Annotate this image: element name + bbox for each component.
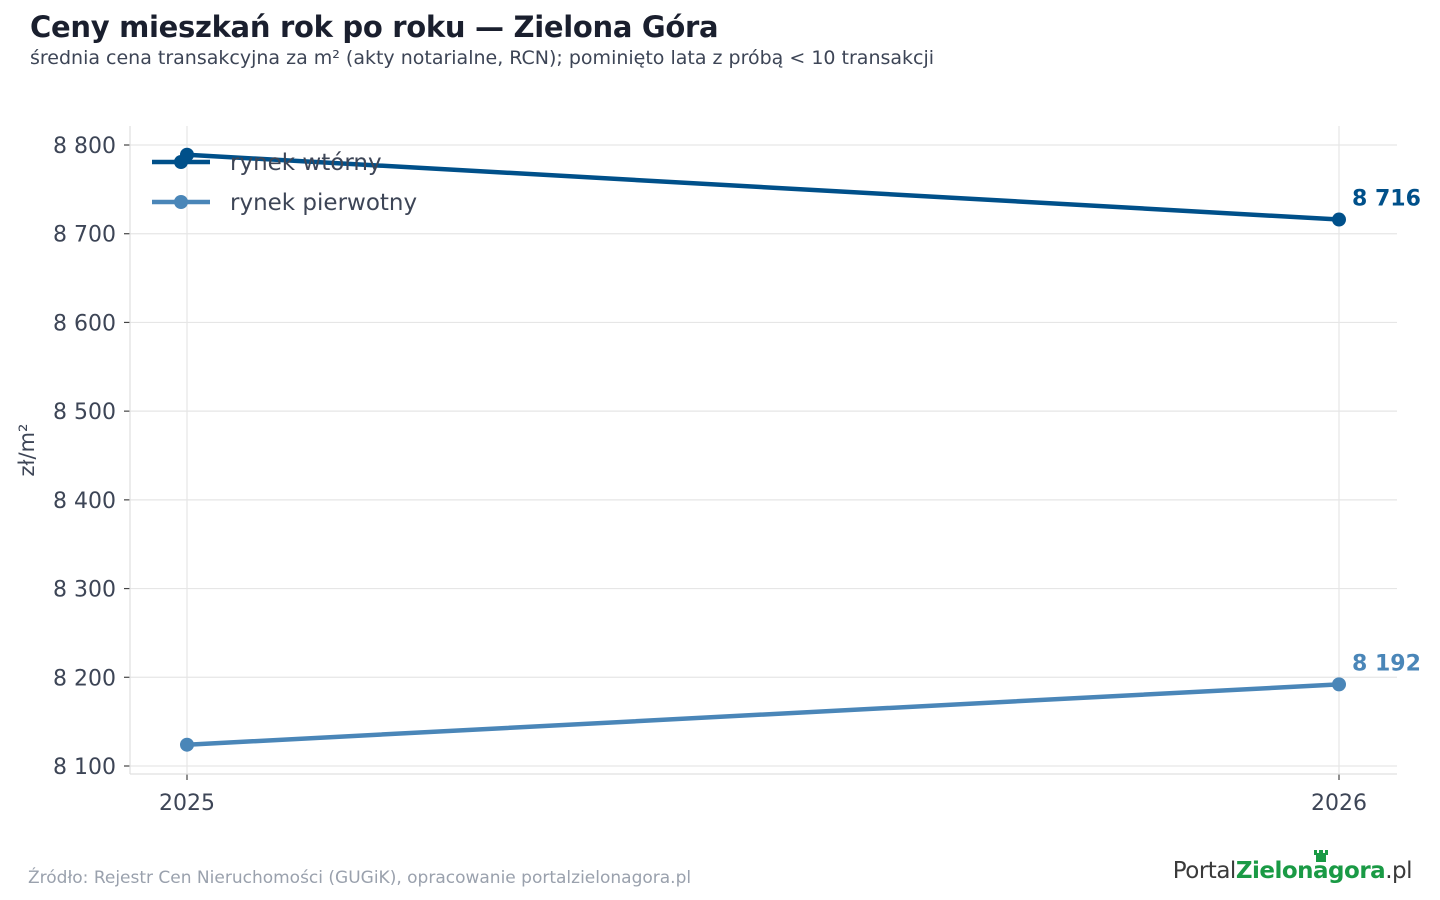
legend-label: rynek wtórny — [230, 150, 382, 176]
series-line — [184, 682, 1342, 747]
y-tick-label: 8 700 — [53, 223, 116, 248]
data-point — [1332, 677, 1346, 692]
legend-swatch-marker — [174, 155, 188, 169]
axes: 8 100 8 200 8 300 8 400 8 500 8 600 8 700 8 800… — [15, 126, 1397, 816]
chart-subtitle: średnia cena transakcyjna za m² (akty no… — [30, 47, 935, 69]
y-axis-label: zł/m² — [15, 424, 39, 477]
brand-logo: PortalZielonagora.pl — [1172, 850, 1412, 884]
series-lines: 8 716 8 192 — [180, 147, 1421, 752]
y-tick-label: 8 200 — [53, 666, 116, 691]
chart-title: Ceny mieszkań rok po roku — Zielona Góra — [30, 10, 719, 44]
data-label: 8 716 — [1352, 187, 1421, 212]
brand-part-zielonagora: Zielonagora — [1235, 858, 1386, 884]
series-line — [184, 152, 1342, 222]
y-tick-label: 8 400 — [53, 489, 116, 514]
brand-part-pl: .pl — [1385, 858, 1412, 884]
legend-swatch-marker — [174, 195, 188, 209]
y-tick-label: 8 600 — [53, 311, 116, 336]
y-tick-label: 8 800 — [53, 134, 116, 159]
x-tick-label: 2025 — [159, 791, 215, 816]
legend-label: rynek pierwotny — [230, 190, 417, 216]
data-point — [180, 737, 194, 752]
y-tick-label: 8 300 — [53, 578, 116, 603]
y-tick-label: 8 100 — [53, 755, 116, 780]
x-tick-label: 2026 — [1311, 791, 1367, 816]
source-note: Źródło: Rejestr Cen Nieruchomości (GUGiK… — [28, 868, 692, 888]
data-label: 8 192 — [1352, 651, 1421, 676]
brand-part-portal: Portal — [1172, 858, 1237, 884]
grid-lines — [130, 126, 1397, 774]
legend: rynek wtórny rynek pierwotny — [152, 150, 417, 216]
tower-icon — [1313, 850, 1328, 862]
y-tick-label: 8 500 — [53, 400, 116, 425]
data-point — [1332, 212, 1346, 227]
